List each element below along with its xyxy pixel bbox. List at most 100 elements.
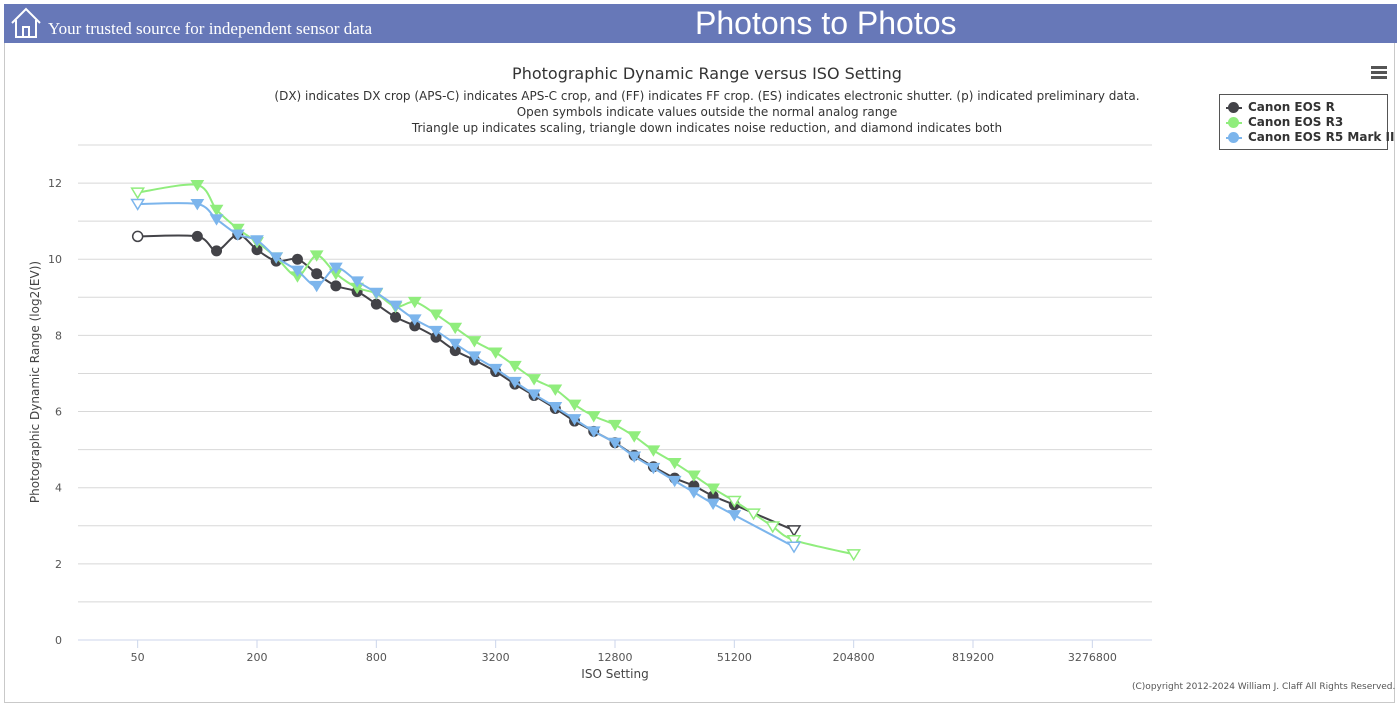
legend-label: Canon EOS R3 xyxy=(1248,115,1344,129)
y-tick-label: 8 xyxy=(55,329,62,342)
data-point-triangle-down[interactable] xyxy=(350,276,365,288)
data-point-triangle-down[interactable] xyxy=(429,325,443,338)
data-point-triangle-down[interactable] xyxy=(706,483,720,495)
data-point-circle[interactable] xyxy=(330,280,342,292)
data-point-triangle-down[interactable] xyxy=(230,229,245,241)
data-point-triangle-down[interactable] xyxy=(488,363,503,376)
home-icon[interactable] xyxy=(10,6,42,40)
data-point-triangle-down[interactable] xyxy=(488,347,503,359)
data-point-triangle-down[interactable] xyxy=(309,280,324,293)
data-point-triangle-down[interactable] xyxy=(388,300,403,313)
chart-subtitle-line-2: Open symbols indicate values outside the… xyxy=(517,105,898,119)
chart-subtitle-line-3: Triangle up indicates scaling, triangle … xyxy=(411,121,1002,135)
data-point-circle[interactable] xyxy=(211,245,223,257)
data-point-triangle-down[interactable] xyxy=(369,287,384,300)
y-tick-label: 6 xyxy=(55,406,62,419)
x-tick-label: 819200 xyxy=(952,651,994,664)
data-point-triangle-down[interactable] xyxy=(448,322,463,335)
data-point-triangle-down[interactable] xyxy=(527,389,541,401)
data-point-triangle-down[interactable] xyxy=(746,508,761,521)
data-point-triangle-down[interactable] xyxy=(608,437,622,450)
data-point-triangle-down[interactable] xyxy=(567,399,582,412)
data-point-triangle-down[interactable] xyxy=(429,309,443,321)
data-point-triangle-down[interactable] xyxy=(567,414,582,426)
y-tick-label: 12 xyxy=(48,177,62,190)
data-point-triangle-down[interactable] xyxy=(190,199,205,211)
data-point-triangle-down[interactable] xyxy=(586,426,601,438)
site-header: Your trusted source for independent sens… xyxy=(4,4,1397,43)
data-point-triangle-down[interactable] xyxy=(627,431,642,443)
data-point-triangle-down[interactable] xyxy=(467,351,482,363)
x-tick-label: 200 xyxy=(247,651,268,664)
data-point-triangle-down[interactable] xyxy=(407,314,422,326)
data-point-triangle-down[interactable] xyxy=(548,401,563,414)
data-point-triangle-down[interactable] xyxy=(646,445,661,457)
x-tick-label: 51200 xyxy=(717,651,752,664)
data-point-triangle-down[interactable] xyxy=(667,457,682,470)
data-point-triangle-down[interactable] xyxy=(846,549,861,562)
legend-label: Canon EOS R5 Mark II xyxy=(1248,130,1395,144)
chart-frame xyxy=(4,43,1395,703)
site-tagline[interactable]: Your trusted source for independent sens… xyxy=(48,19,373,38)
data-point-triangle-down[interactable] xyxy=(190,179,205,192)
series-canon-eos-r5-mark-ii[interactable] xyxy=(130,198,802,554)
data-point-triangle-down[interactable] xyxy=(765,521,781,534)
data-point-triangle-down[interactable] xyxy=(608,419,622,432)
data-point-triangle-down[interactable] xyxy=(727,495,742,508)
data-point-triangle-down[interactable] xyxy=(407,296,422,309)
data-point-triangle-down[interactable] xyxy=(786,541,802,554)
data-point-triangle-down[interactable] xyxy=(586,411,601,423)
data-point-triangle-down[interactable] xyxy=(706,498,720,511)
data-point-triangle-down[interactable] xyxy=(686,487,701,499)
data-point-triangle-down[interactable] xyxy=(467,336,482,348)
x-axis-label: ISO Setting xyxy=(581,667,648,681)
data-point-triangle-down[interactable] xyxy=(269,252,284,264)
x-tick-label: 50 xyxy=(131,651,145,664)
legend-item-canon-eos-r5-mark-ii[interactable]: Canon EOS R5 Mark II xyxy=(1226,130,1394,145)
data-point-triangle-down[interactable] xyxy=(627,451,642,463)
data-point-triangle-down[interactable] xyxy=(786,525,802,538)
y-tick-label: 0 xyxy=(55,634,62,647)
x-tick-label: 3276800 xyxy=(1068,651,1117,664)
data-point-triangle-down[interactable] xyxy=(686,470,701,482)
data-point-circle[interactable] xyxy=(370,298,382,310)
data-point-triangle-down[interactable] xyxy=(527,374,541,386)
legend-item-canon-eos-r3[interactable]: Canon EOS R3 xyxy=(1226,115,1386,130)
x-tick-label: 800 xyxy=(366,651,387,664)
data-point-triangle-down[interactable] xyxy=(727,510,742,522)
y-axis-label: Photographic Dynamic Range (log2(EV)) xyxy=(28,261,42,503)
y-tick-label: 4 xyxy=(55,482,62,495)
data-point-triangle-down[interactable] xyxy=(309,250,324,262)
legend-circle-icon xyxy=(1228,132,1239,143)
data-point-triangle-down[interactable] xyxy=(448,338,463,351)
data-point-triangle-down[interactable] xyxy=(328,262,343,274)
data-point-circle[interactable] xyxy=(291,253,303,265)
data-point-triangle-down[interactable] xyxy=(786,534,802,548)
x-tick-label: 204800 xyxy=(833,651,875,664)
data-point-circle[interactable] xyxy=(191,230,203,242)
chart-subtitle-line-1: (DX) indicates DX crop (APS-C) indicates… xyxy=(274,89,1139,103)
data-point-triangle-down[interactable] xyxy=(130,187,145,200)
chart-legend: Canon EOS R Canon EOS R3 Canon EOS R5 Ma… xyxy=(1219,94,1394,150)
data-point-triangle-down[interactable] xyxy=(130,198,145,211)
data-point-triangle-down[interactable] xyxy=(646,462,661,475)
data-point-circle[interactable] xyxy=(131,230,144,243)
data-point-triangle-down[interactable] xyxy=(290,265,305,278)
data-point-triangle-down[interactable] xyxy=(667,475,682,488)
data-point-circle[interactable] xyxy=(311,268,323,280)
data-point-triangle-down[interactable] xyxy=(250,235,264,247)
chart-menu-icon[interactable] xyxy=(1366,64,1392,86)
data-point-triangle-down[interactable] xyxy=(230,223,245,236)
series-canon-eos-r[interactable] xyxy=(131,228,802,538)
data-point-circle[interactable] xyxy=(390,311,402,323)
legend-item-canon-eos-r[interactable]: Canon EOS R xyxy=(1226,100,1386,115)
data-point-triangle-down[interactable] xyxy=(548,384,563,396)
data-point-triangle-down[interactable] xyxy=(209,204,224,217)
legend-circle-icon xyxy=(1228,117,1239,128)
site-brand[interactable]: Photons to Photos xyxy=(695,5,957,41)
data-point-triangle-down[interactable] xyxy=(507,360,522,373)
legend-circle-icon xyxy=(1228,102,1239,113)
data-point-triangle-down[interactable] xyxy=(507,376,522,389)
data-point-triangle-down[interactable] xyxy=(209,214,224,226)
